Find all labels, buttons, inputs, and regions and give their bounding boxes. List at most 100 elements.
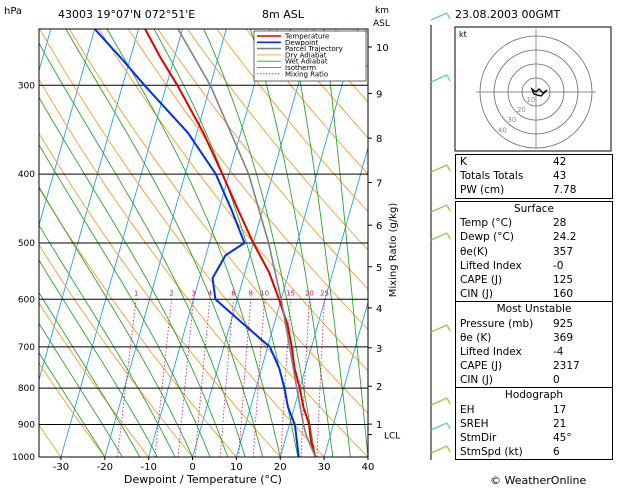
km-tick-label: 9 [376,89,382,100]
pressure-tick-label: 700 [18,343,35,353]
pressure-tick-label: 800 [18,384,35,394]
surface-row: CIN (J)160 [456,287,612,301]
mixing-ratio-label: 6 [231,289,236,297]
most-unstable-title: Most Unstable [456,301,612,316]
mixing-ratio-label: 20 [305,289,314,297]
x-tick-label: -20 [97,462,113,473]
km-tick-label: 2 [376,382,382,393]
x-tick-label: 20 [274,462,287,473]
most-unstable-row: θe (K)369 [456,331,612,345]
mixing-ratio-label: 4 [208,289,213,297]
surface-title: Surface [456,202,612,216]
wind-barb-icon [431,165,447,172]
most-unstable-row: Lifted Index-4 [456,345,612,359]
wind-barbs [431,13,450,460]
x-tick-label: -10 [140,462,156,473]
km-tick-label: 8 [376,134,382,145]
wind-barb-icon [431,423,447,430]
wind-barb-icon [447,423,450,429]
km-tick-label: 7 [376,178,382,189]
pressure-tick-label: 500 [18,239,35,249]
pressure-tick-label: 300 [18,81,35,91]
hpa-label: hPa [4,6,22,17]
hodograph-title: Hodograph [456,387,612,402]
wind-barb-icon [447,233,450,239]
wind-barb-icon [447,446,450,452]
wind-barb-icon [447,75,450,81]
pressure-tick-label: 600 [18,295,35,305]
pressure-tick-label: 1000 [12,453,35,463]
mixing-ratio-label: 25 [320,289,329,297]
x-tick-label: 10 [230,462,243,473]
brand-label: © WeatherOnline [490,474,587,486]
mixing-ratio-label: 10 [260,289,269,297]
hodograph-kt-label: kt [459,30,467,39]
km-label: km [375,6,389,16]
mixing-ratio-label: 15 [286,289,295,297]
surface-table: Surface Temp (°C)28 Dewp (°C)24.2 θe(K)3… [455,201,613,460]
km-tick-label: 3 [376,344,382,355]
legend-entry: Mixing Ratio [285,70,328,78]
wind-barb-icon [431,233,447,240]
pressure-tick-label: 900 [18,420,35,430]
wind-barb-icon [431,398,447,405]
wind-barb-icon [431,325,447,332]
wind-barb-icon [431,13,447,20]
surface-row: CAPE (J)125 [456,273,612,287]
surface-row: Lifted Index-0 [456,259,612,273]
x-tick-label: -30 [53,462,69,473]
datetime-label: 23.08.2003 00GMT [455,8,560,21]
hodograph-ring-label: 30 [507,116,516,124]
mixing-ratio-line [178,299,194,457]
elevation-label: 8m ASL [262,8,305,21]
mixing-ratio-axis-title: Mixing Ratio (g/kg) [388,203,399,298]
most-unstable-row: CIN (J)0 [456,373,612,387]
km-tick-label: 10 [376,43,389,54]
index-row-pw: PW (cm)7.78 [456,183,612,197]
hodograph-row: StmSpd (kt)6 [456,445,612,459]
wind-barb-icon [431,446,447,453]
wind-barb-icon [447,165,450,171]
lcl-label: LCL [384,432,400,442]
km-tick-label: 6 [376,221,382,232]
x-axis-title: Dewpoint / Temperature (°C) [124,473,282,486]
asl-label: ASL [373,19,390,29]
km-tick-label: 4 [376,304,382,315]
pressure-tick-label: 400 [18,170,35,180]
wind-barb-icon [447,325,450,331]
hodograph-ring-label: 20 [517,106,526,114]
km-tick-label: 1 [376,420,382,431]
surface-row: Dewp (°C)24.2 [456,230,612,244]
isotherm-line [0,29,7,457]
wind-barb-icon [447,398,450,404]
wind-barb-icon [431,205,447,212]
station-label: 43003 19°07'N 072°51'E [58,8,195,21]
x-tick-label: 0 [189,462,195,473]
mixing-ratio-label: 1 [134,289,138,297]
hodograph-ring-label: 40 [498,126,507,134]
hodograph-ring-label: 10 [526,96,535,104]
mixing-ratio-line [220,299,233,457]
km-tick-label: 5 [376,263,382,274]
mixing-ratio-label: 2 [169,289,173,297]
x-tick-label: 30 [318,462,331,473]
surface-row: Temp (°C)28 [456,216,612,230]
wind-barb-icon [431,75,447,82]
most-unstable-row: CAPE (J)2317 [456,359,612,373]
most-unstable-row: Pressure (mb)925 [456,317,612,331]
wind-barb-icon [447,13,450,19]
mixing-ratio-line [195,299,210,457]
mixing-ratio-label: 8 [249,289,253,297]
wind-barb-icon [447,205,450,211]
x-tick-label: 40 [362,462,375,473]
surface-row: θe(K)357 [456,245,612,259]
